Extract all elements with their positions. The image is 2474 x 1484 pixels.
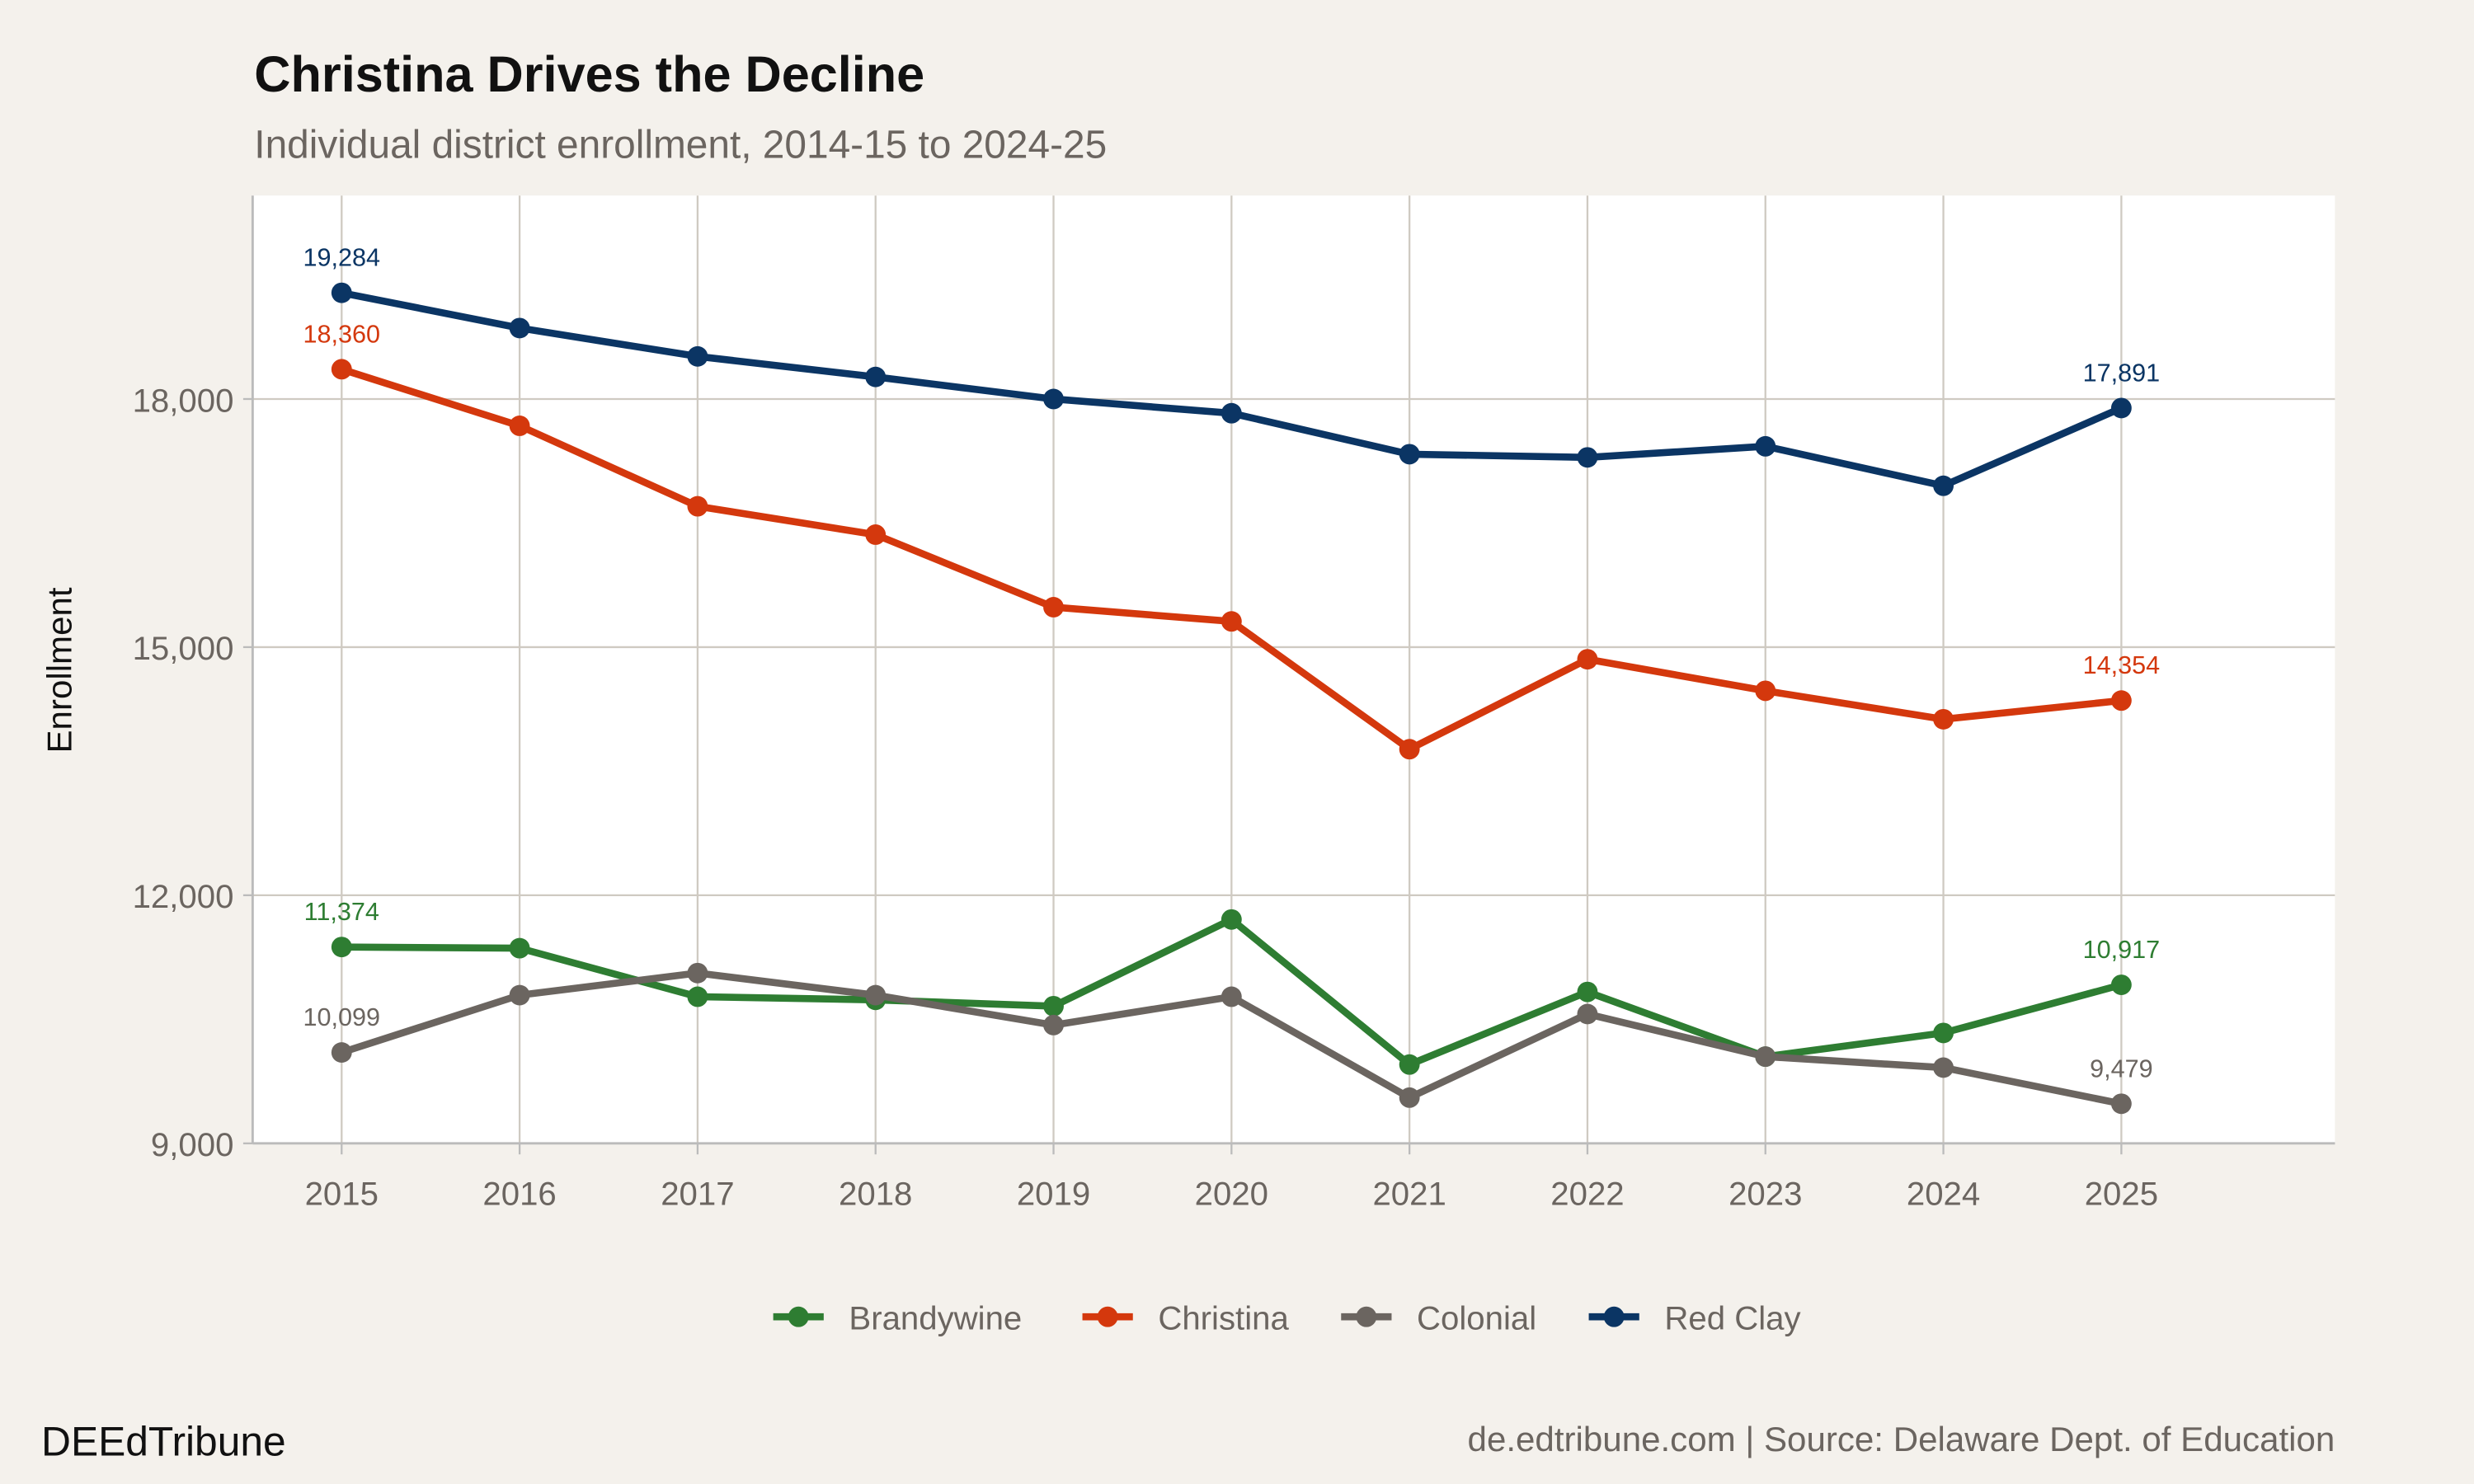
y-tick-label: 12,000 bbox=[133, 878, 234, 915]
data-point-red-clay bbox=[1755, 435, 1776, 457]
data-label-last: 14,354 bbox=[2083, 651, 2161, 679]
data-point-christina bbox=[331, 359, 352, 380]
data-point-brandywine bbox=[1221, 909, 1242, 930]
x-tick-label: 2025 bbox=[2085, 1175, 2158, 1212]
x-tick-label: 2019 bbox=[1017, 1175, 1090, 1212]
x-tick-label: 2017 bbox=[661, 1175, 734, 1212]
data-label-first: 10,099 bbox=[303, 1003, 380, 1031]
data-point-brandywine bbox=[331, 937, 352, 958]
data-point-colonial bbox=[1221, 986, 1242, 1007]
data-point-colonial bbox=[2110, 1093, 2132, 1115]
data-point-colonial bbox=[331, 1042, 352, 1064]
data-point-christina bbox=[687, 495, 708, 517]
legend-label: Christina bbox=[1158, 1300, 1289, 1337]
data-point-christina bbox=[2110, 690, 2132, 711]
legend-label: Colonial bbox=[1417, 1300, 1536, 1337]
y-axis-label: Enrollment bbox=[40, 587, 78, 753]
legend-item-colonial: Colonial bbox=[1341, 1300, 1536, 1337]
x-tick-label: 2020 bbox=[1195, 1175, 1268, 1212]
data-point-christina bbox=[1043, 597, 1064, 618]
axes: 9,000 12,000 15,000 18,000 2015 2016 2017 2018 2… bbox=[133, 195, 2335, 1212]
y-tick-label: 15,000 bbox=[133, 630, 234, 667]
data-point-christina bbox=[1755, 680, 1776, 702]
data-point-colonial bbox=[1755, 1046, 1776, 1068]
data-point-brandywine bbox=[1577, 981, 1598, 1003]
chart-subtitle: Individual district enrollment, 2014-15 … bbox=[254, 123, 1107, 167]
data-point-red-clay bbox=[1399, 444, 1420, 465]
data-point-red-clay bbox=[1221, 402, 1242, 424]
data-point-colonial bbox=[865, 984, 887, 1006]
data-point-brandywine bbox=[2110, 974, 2132, 995]
series-red-clay: 19,284 17,891 bbox=[303, 244, 2160, 496]
data-label-first: 19,284 bbox=[303, 244, 380, 272]
x-tick-label: 2016 bbox=[482, 1175, 556, 1212]
x-tick-label: 2024 bbox=[1907, 1175, 1980, 1212]
data-point-christina bbox=[1399, 739, 1420, 760]
x-tick-label: 2022 bbox=[1550, 1175, 1624, 1212]
chart-title: Christina Drives the Decline bbox=[254, 46, 924, 102]
legend-item-christina: Christina bbox=[1082, 1300, 1289, 1337]
data-point-red-clay bbox=[509, 317, 530, 339]
data-point-red-clay bbox=[865, 366, 887, 387]
data-point-christina bbox=[1933, 708, 1954, 730]
data-point-christina bbox=[1221, 611, 1242, 632]
data-label-last: 10,917 bbox=[2083, 936, 2161, 964]
series-christina: 18,360 14,354 bbox=[303, 320, 2161, 760]
data-point-brandywine bbox=[1043, 995, 1064, 1017]
legend: Brandywine Christina Colonial Red Clay bbox=[773, 1300, 1801, 1337]
x-tick-label: 2015 bbox=[305, 1175, 379, 1212]
legend-item-brandywine: Brandywine bbox=[773, 1300, 1022, 1337]
data-label-last: 9,479 bbox=[2090, 1054, 2153, 1082]
legend-key-point bbox=[1356, 1306, 1377, 1327]
data-point-christina bbox=[509, 416, 530, 436]
legend-label: Brandywine bbox=[849, 1300, 1022, 1337]
data-point-christina bbox=[865, 524, 887, 545]
data-point-colonial bbox=[509, 984, 530, 1006]
data-point-colonial bbox=[1933, 1057, 1954, 1078]
data-point-brandywine bbox=[1399, 1054, 1420, 1075]
x-tick-label: 2023 bbox=[1729, 1175, 1802, 1212]
data-point-colonial bbox=[1577, 1003, 1598, 1025]
data-point-colonial bbox=[1043, 1014, 1064, 1036]
data-label-last: 17,891 bbox=[2083, 359, 2161, 387]
source-note: de.edtribune.com | Source: Delaware Dept… bbox=[1468, 1420, 2335, 1458]
data-point-red-clay bbox=[687, 345, 708, 367]
data-point-red-clay bbox=[331, 282, 352, 303]
legend-key-point bbox=[1097, 1306, 1118, 1327]
data-label-first: 18,360 bbox=[303, 320, 380, 348]
data-point-red-clay bbox=[1577, 447, 1598, 468]
y-tick-label: 18,000 bbox=[133, 382, 234, 419]
data-point-red-clay bbox=[1933, 475, 1954, 496]
data-point-brandywine bbox=[687, 986, 708, 1007]
data-point-red-clay bbox=[1043, 388, 1064, 410]
data-point-christina bbox=[1577, 649, 1598, 670]
legend-key-point bbox=[1603, 1306, 1625, 1327]
brand-label: DEEdTribune bbox=[41, 1419, 286, 1465]
series-group: 11,374 10,917 18,360 14,354 10,099 9,479 19,28… bbox=[303, 244, 2160, 1115]
legend-key-point bbox=[788, 1306, 809, 1327]
data-point-red-clay bbox=[2110, 397, 2132, 419]
legend-item-red-clay: Red Clay bbox=[1588, 1300, 1801, 1337]
data-label-first: 11,374 bbox=[304, 898, 379, 926]
legend-label: Red Clay bbox=[1664, 1300, 1800, 1337]
x-tick-label: 2021 bbox=[1372, 1175, 1446, 1212]
data-point-brandywine bbox=[1933, 1022, 1954, 1044]
x-tick-label: 2018 bbox=[839, 1175, 912, 1212]
data-point-colonial bbox=[687, 962, 708, 984]
data-point-brandywine bbox=[509, 937, 530, 959]
y-tick-label: 9,000 bbox=[151, 1126, 234, 1163]
series-colonial: 10,099 9,479 bbox=[303, 962, 2153, 1115]
data-point-colonial bbox=[1399, 1087, 1420, 1108]
